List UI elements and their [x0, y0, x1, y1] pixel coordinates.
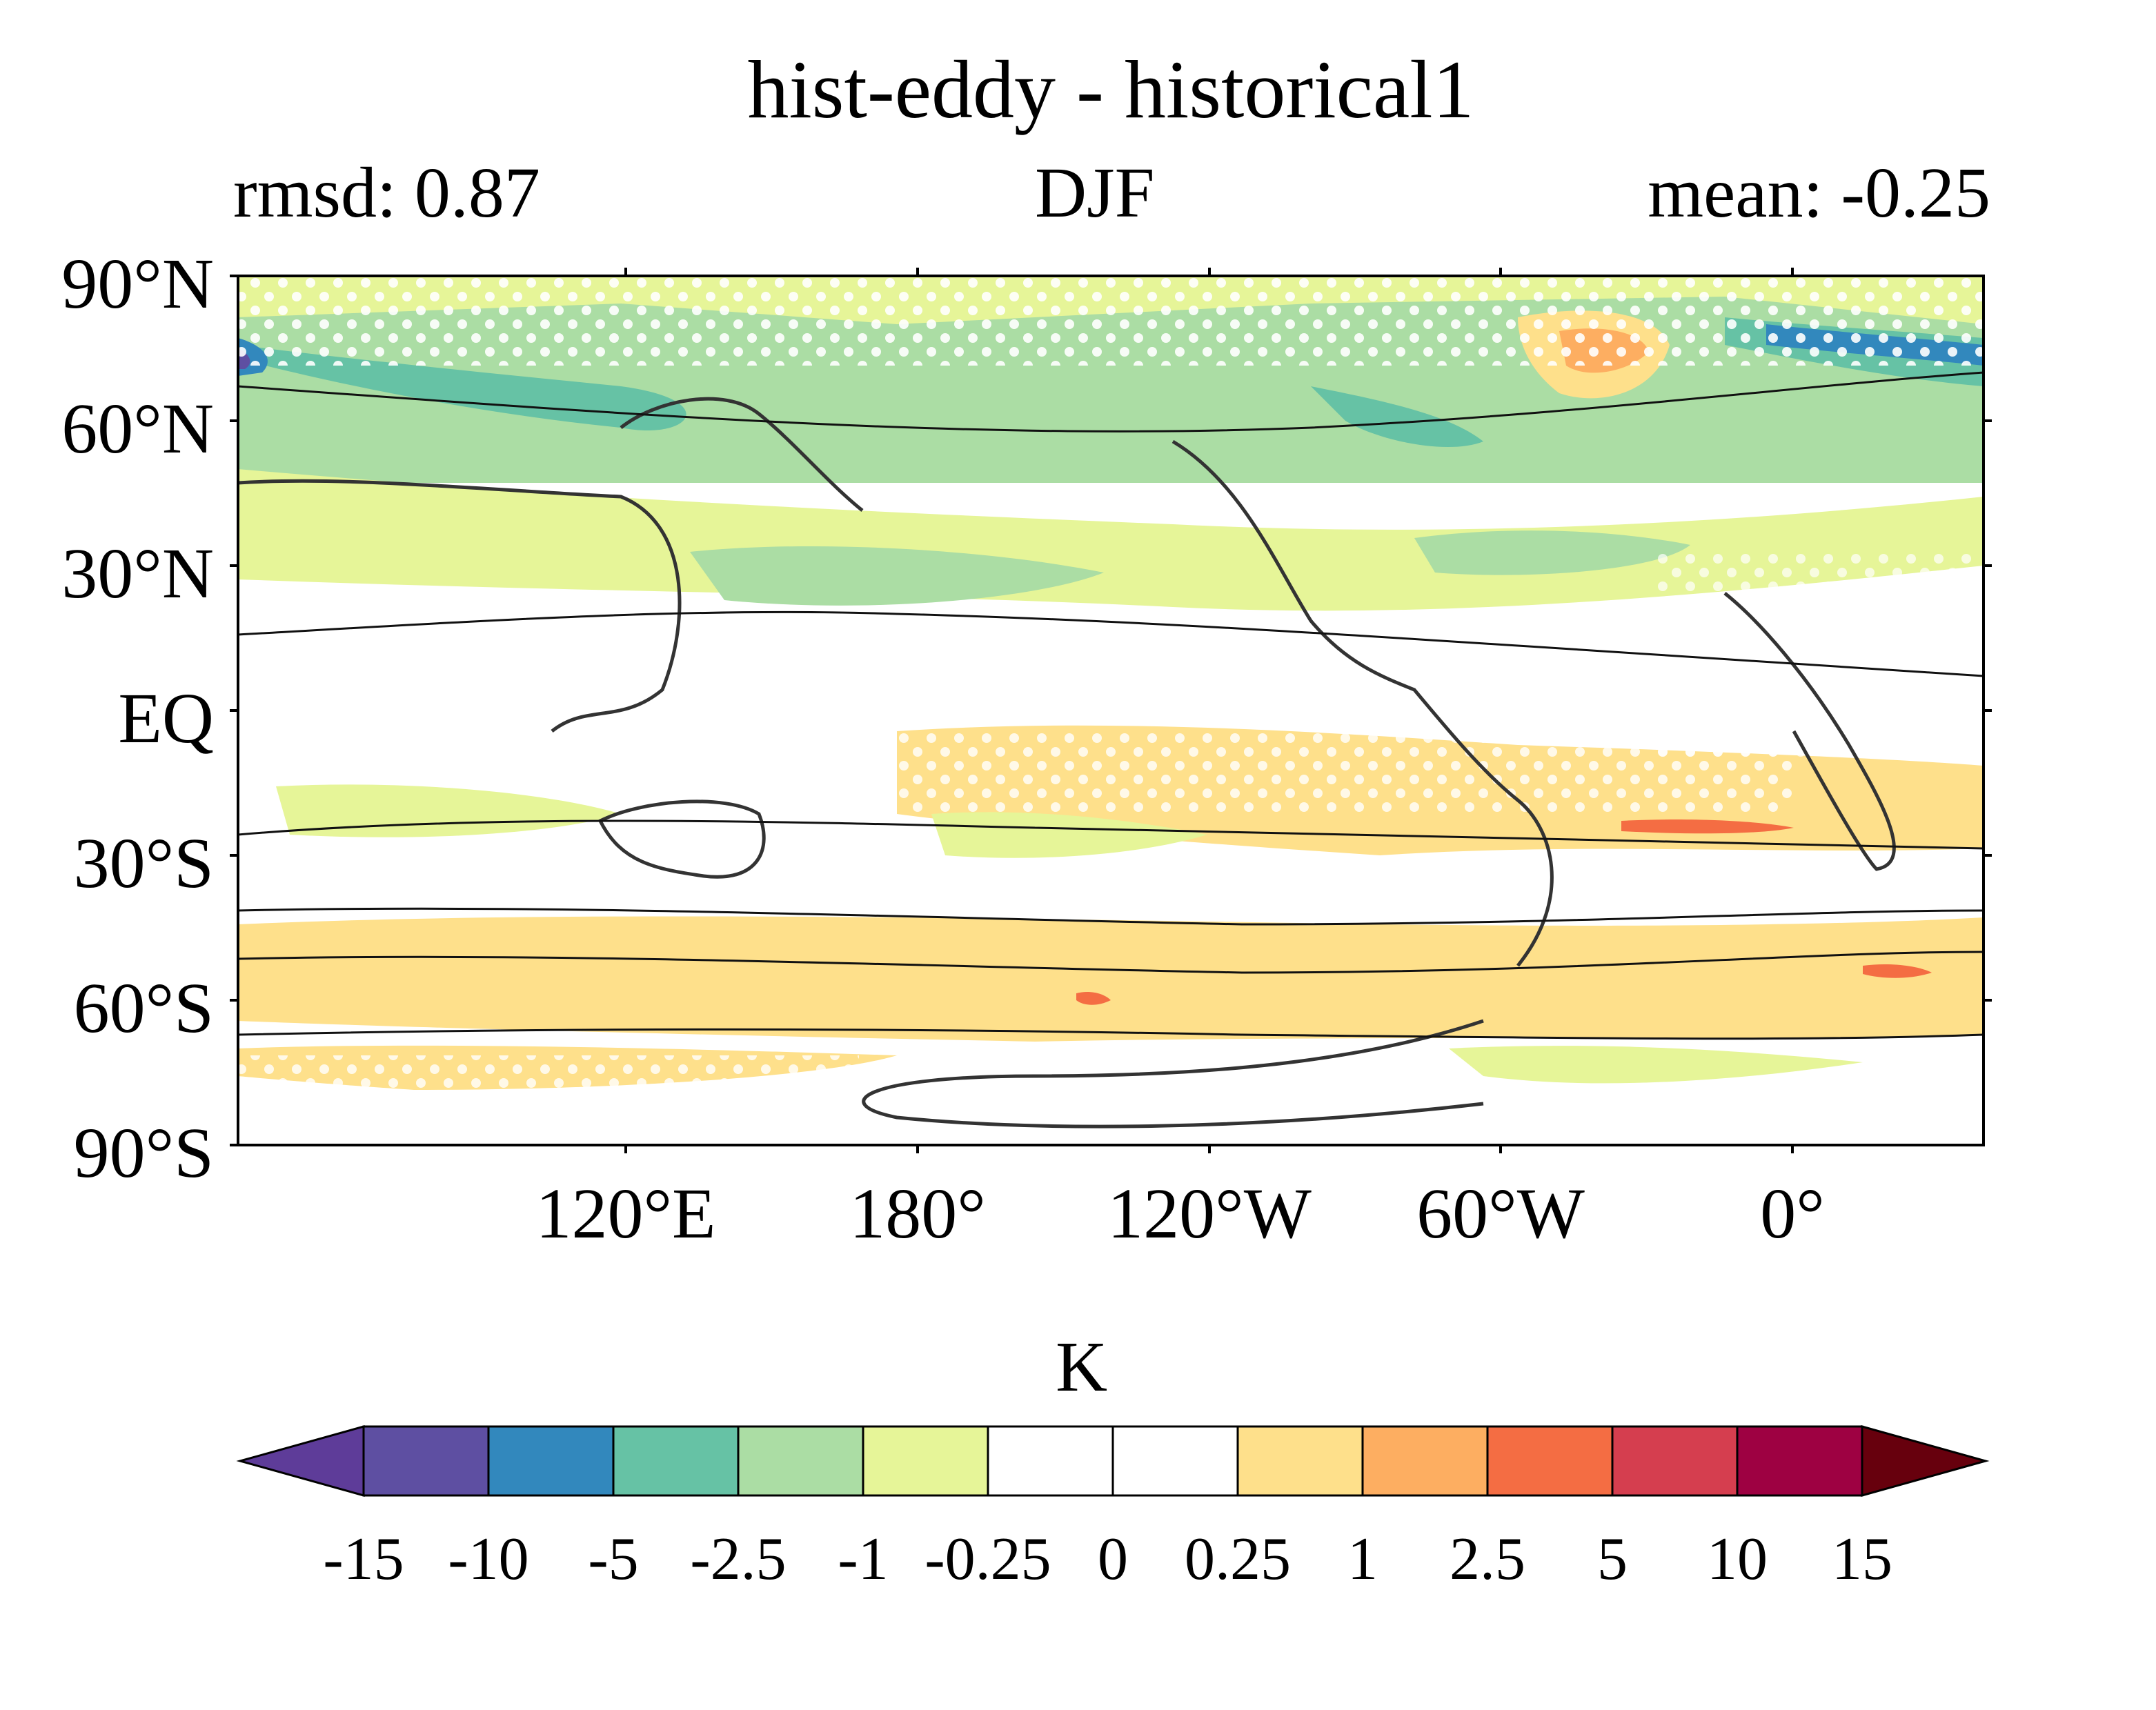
- cb-tick-label: -5: [588, 1526, 639, 1593]
- cb-bin: [987, 1425, 1114, 1497]
- cb-tick-label: 0.25: [1185, 1526, 1291, 1593]
- cb-tick-label: 0: [1098, 1526, 1128, 1593]
- lat-label-90n: 90°N: [61, 244, 214, 324]
- cb-bin: [862, 1425, 989, 1497]
- lat-label-30n: 30°N: [61, 534, 214, 613]
- cb-extend-high: [1861, 1425, 1990, 1497]
- cb-tick-label: -1: [838, 1526, 889, 1593]
- cb-tick-label: 10: [1707, 1526, 1768, 1593]
- colorbar: [236, 1425, 1990, 1497]
- cb-tick-label: -0.25: [924, 1526, 1051, 1593]
- cb-extend-low: [236, 1425, 365, 1497]
- lon-label-120e: 120°E: [535, 1174, 716, 1253]
- lat-label-eq: EQ: [118, 679, 214, 758]
- cb-bin: [1236, 1425, 1364, 1497]
- cb-bin: [737, 1425, 864, 1497]
- lon-label-60w: 60°W: [1416, 1174, 1585, 1253]
- lat-label-90s: 90°S: [73, 1113, 214, 1193]
- anomaly-field: [238, 276, 1984, 1145]
- lon-label-0: 0°: [1760, 1174, 1825, 1253]
- cb-bin: [1361, 1425, 1489, 1497]
- cb-bin: [1611, 1425, 1739, 1497]
- lon-label-120w: 120°W: [1107, 1174, 1312, 1253]
- cb-tick-label: -15: [323, 1526, 404, 1593]
- lon-label-180: 180°: [849, 1174, 986, 1253]
- lat-label-60s: 60°S: [73, 968, 214, 1048]
- rmsd-label: rmsd: 0.87: [233, 153, 540, 232]
- cb-bin: [487, 1425, 615, 1497]
- cb-bin: [362, 1425, 490, 1497]
- mean-label: mean: -0.25: [1648, 153, 1990, 232]
- cb-tick-label: 2.5: [1450, 1526, 1525, 1593]
- cb-tick-label: 1: [1347, 1526, 1378, 1593]
- season-label: DJF: [1035, 153, 1155, 232]
- cb-tick-label: -2.5: [690, 1526, 787, 1593]
- map-title: hist-eddy - historical1: [747, 43, 1474, 135]
- lat-label-30s: 30°S: [73, 824, 214, 903]
- cb-tick-label: 15: [1832, 1526, 1892, 1593]
- cb-bin: [1736, 1425, 1863, 1497]
- cb-bin: [1486, 1425, 1614, 1497]
- cb-tick-label: -10: [448, 1526, 529, 1593]
- colorbar-unit: K: [1055, 1327, 1108, 1406]
- lat-label-60n: 60°N: [61, 389, 214, 468]
- axis-ticks: [230, 268, 1992, 1153]
- cb-bin: [612, 1425, 740, 1497]
- cb-bin: [1111, 1425, 1239, 1497]
- cb-tick-label: 5: [1597, 1526, 1628, 1593]
